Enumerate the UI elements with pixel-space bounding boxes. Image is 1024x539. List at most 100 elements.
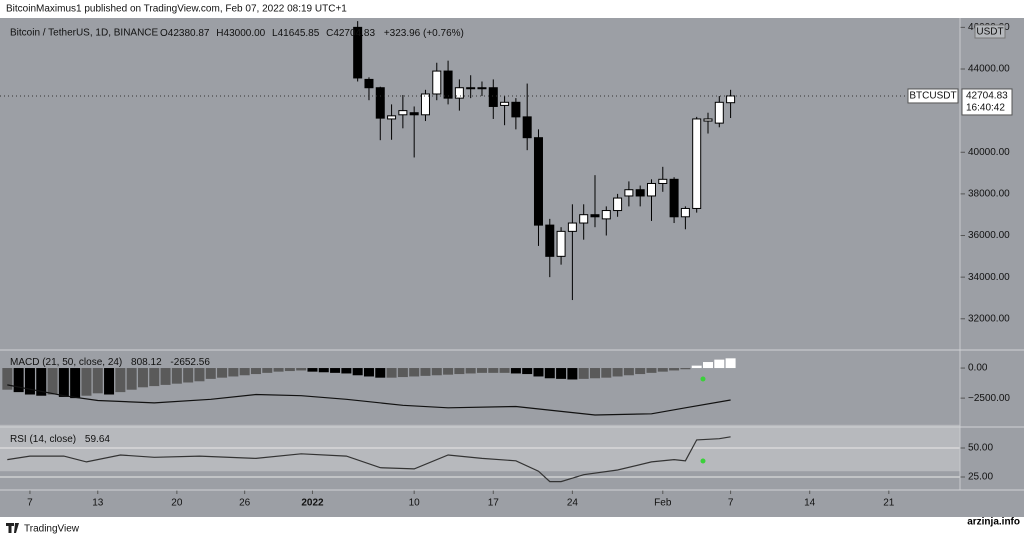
histogram-bar (431, 368, 442, 376)
candle-body (443, 70, 453, 99)
histogram-bar (92, 368, 103, 394)
candle-body (590, 214, 600, 218)
y-tick-label: 0.00 (968, 363, 988, 374)
panel-title: RSI (14, close) 59.64 (10, 434, 110, 445)
signal-dot (700, 458, 706, 464)
histogram-bar (725, 358, 736, 369)
brand: TradingView (24, 524, 80, 535)
histogram-bar (262, 368, 273, 373)
candle-body (375, 87, 385, 119)
histogram-bar (578, 368, 589, 379)
histogram-bar (58, 368, 69, 397)
histogram-bar (510, 368, 521, 374)
histogram-bar (544, 368, 555, 379)
ohlc-label: C (326, 28, 333, 39)
footer (0, 517, 1024, 539)
y-tick-label: 40000.00 (968, 147, 1010, 158)
histogram-bar (81, 368, 92, 396)
histogram-bar (533, 368, 544, 377)
rsi-value: 59.64 (85, 434, 110, 445)
candle-body (567, 222, 577, 232)
x-tick-label: 21 (883, 498, 895, 509)
histogram-bar (465, 368, 476, 374)
x-tick-label: 20 (171, 498, 183, 509)
histogram-bar (420, 368, 431, 376)
histogram-bar (443, 368, 454, 375)
line (7, 436, 731, 483)
candle-body (364, 78, 374, 89)
histogram-bar (669, 368, 680, 371)
ohlc-value: 42380.87 (168, 28, 210, 39)
candle-body (466, 87, 476, 90)
ohlc-value: 43000.00 (224, 28, 266, 39)
symbol: Bitcoin / TetherUS, 1D, BINANCE (10, 28, 159, 39)
ohlc-label: H (216, 28, 223, 39)
x-tick-label: 7 (27, 498, 33, 509)
ohlc-label: O (160, 28, 168, 39)
histogram-bar (499, 368, 510, 373)
candle-body (714, 101, 724, 124)
histogram-bar (205, 368, 216, 379)
x-tick-label: 14 (804, 498, 816, 509)
histogram-bar (171, 368, 182, 384)
candle-body (601, 210, 611, 220)
x-tick-label: 2022 (301, 498, 324, 509)
y-tick-label: 38000.00 (968, 189, 1010, 200)
candle-body (703, 118, 713, 122)
ohlc-label: L (272, 28, 278, 39)
y-tick-label: 32000.00 (968, 313, 1010, 324)
panel-title: MACD (21, 50, close, 24) 808.12 -2652.56 (10, 357, 210, 368)
macd-title: MACD (21, 50, close, 24) (10, 357, 122, 368)
y-tick-label: 25.00 (968, 472, 993, 483)
signal-dot (700, 376, 706, 382)
x-tick-label: 7 (728, 498, 734, 509)
histogram-bar (522, 368, 533, 375)
histogram-bar (556, 368, 567, 379)
candle-body (387, 115, 397, 120)
x-tick-label: 13 (92, 498, 104, 509)
histogram-bar (409, 368, 420, 377)
histogram-bar (318, 368, 329, 373)
histogram-bar (714, 359, 725, 369)
histogram-bar (36, 368, 47, 396)
histogram-bar (250, 368, 261, 375)
histogram-bar (228, 368, 239, 377)
candle-body (669, 178, 679, 218)
histogram-bar (137, 368, 148, 388)
candle-body (545, 224, 555, 257)
histogram-bar (307, 368, 318, 372)
histogram-bar (24, 368, 35, 395)
y-tick-label: 36000.00 (968, 230, 1010, 241)
histogram-bar (149, 368, 160, 387)
y-tick-label: 34000.00 (968, 272, 1010, 283)
candle-body (726, 95, 736, 104)
macd-line-value: -2652.56 (170, 357, 210, 368)
y-tick-label: −2500.00 (968, 393, 1010, 404)
ohlc: O42380.87 H43000.00 L41645.85 C42704.83 … (160, 28, 464, 39)
histogram-bar (104, 368, 115, 395)
histogram-bar (160, 368, 171, 385)
histogram-bar (273, 368, 284, 372)
histogram-bar (702, 362, 713, 369)
candle-body (454, 87, 464, 99)
histogram-bar (194, 368, 205, 382)
histogram-bar (691, 365, 702, 369)
candle-body (613, 197, 623, 212)
histogram-bar (646, 368, 657, 373)
histogram-bar (375, 368, 386, 378)
histogram-bar (454, 368, 465, 375)
candle-body (680, 207, 690, 218)
candle-body (500, 101, 510, 106)
candle-body (477, 87, 487, 90)
currency-box (974, 24, 1006, 39)
histogram-bar (363, 368, 374, 377)
x-tick-label: 10 (409, 498, 421, 509)
macd-hist-value: 808.12 (131, 357, 162, 368)
histogram-bar (2, 368, 13, 390)
histogram-bar (612, 368, 623, 377)
histogram-bar (115, 368, 126, 393)
watermark: arzinja.info (967, 517, 1020, 528)
x-tick-label: 24 (567, 498, 579, 509)
candle-body (658, 178, 668, 184)
